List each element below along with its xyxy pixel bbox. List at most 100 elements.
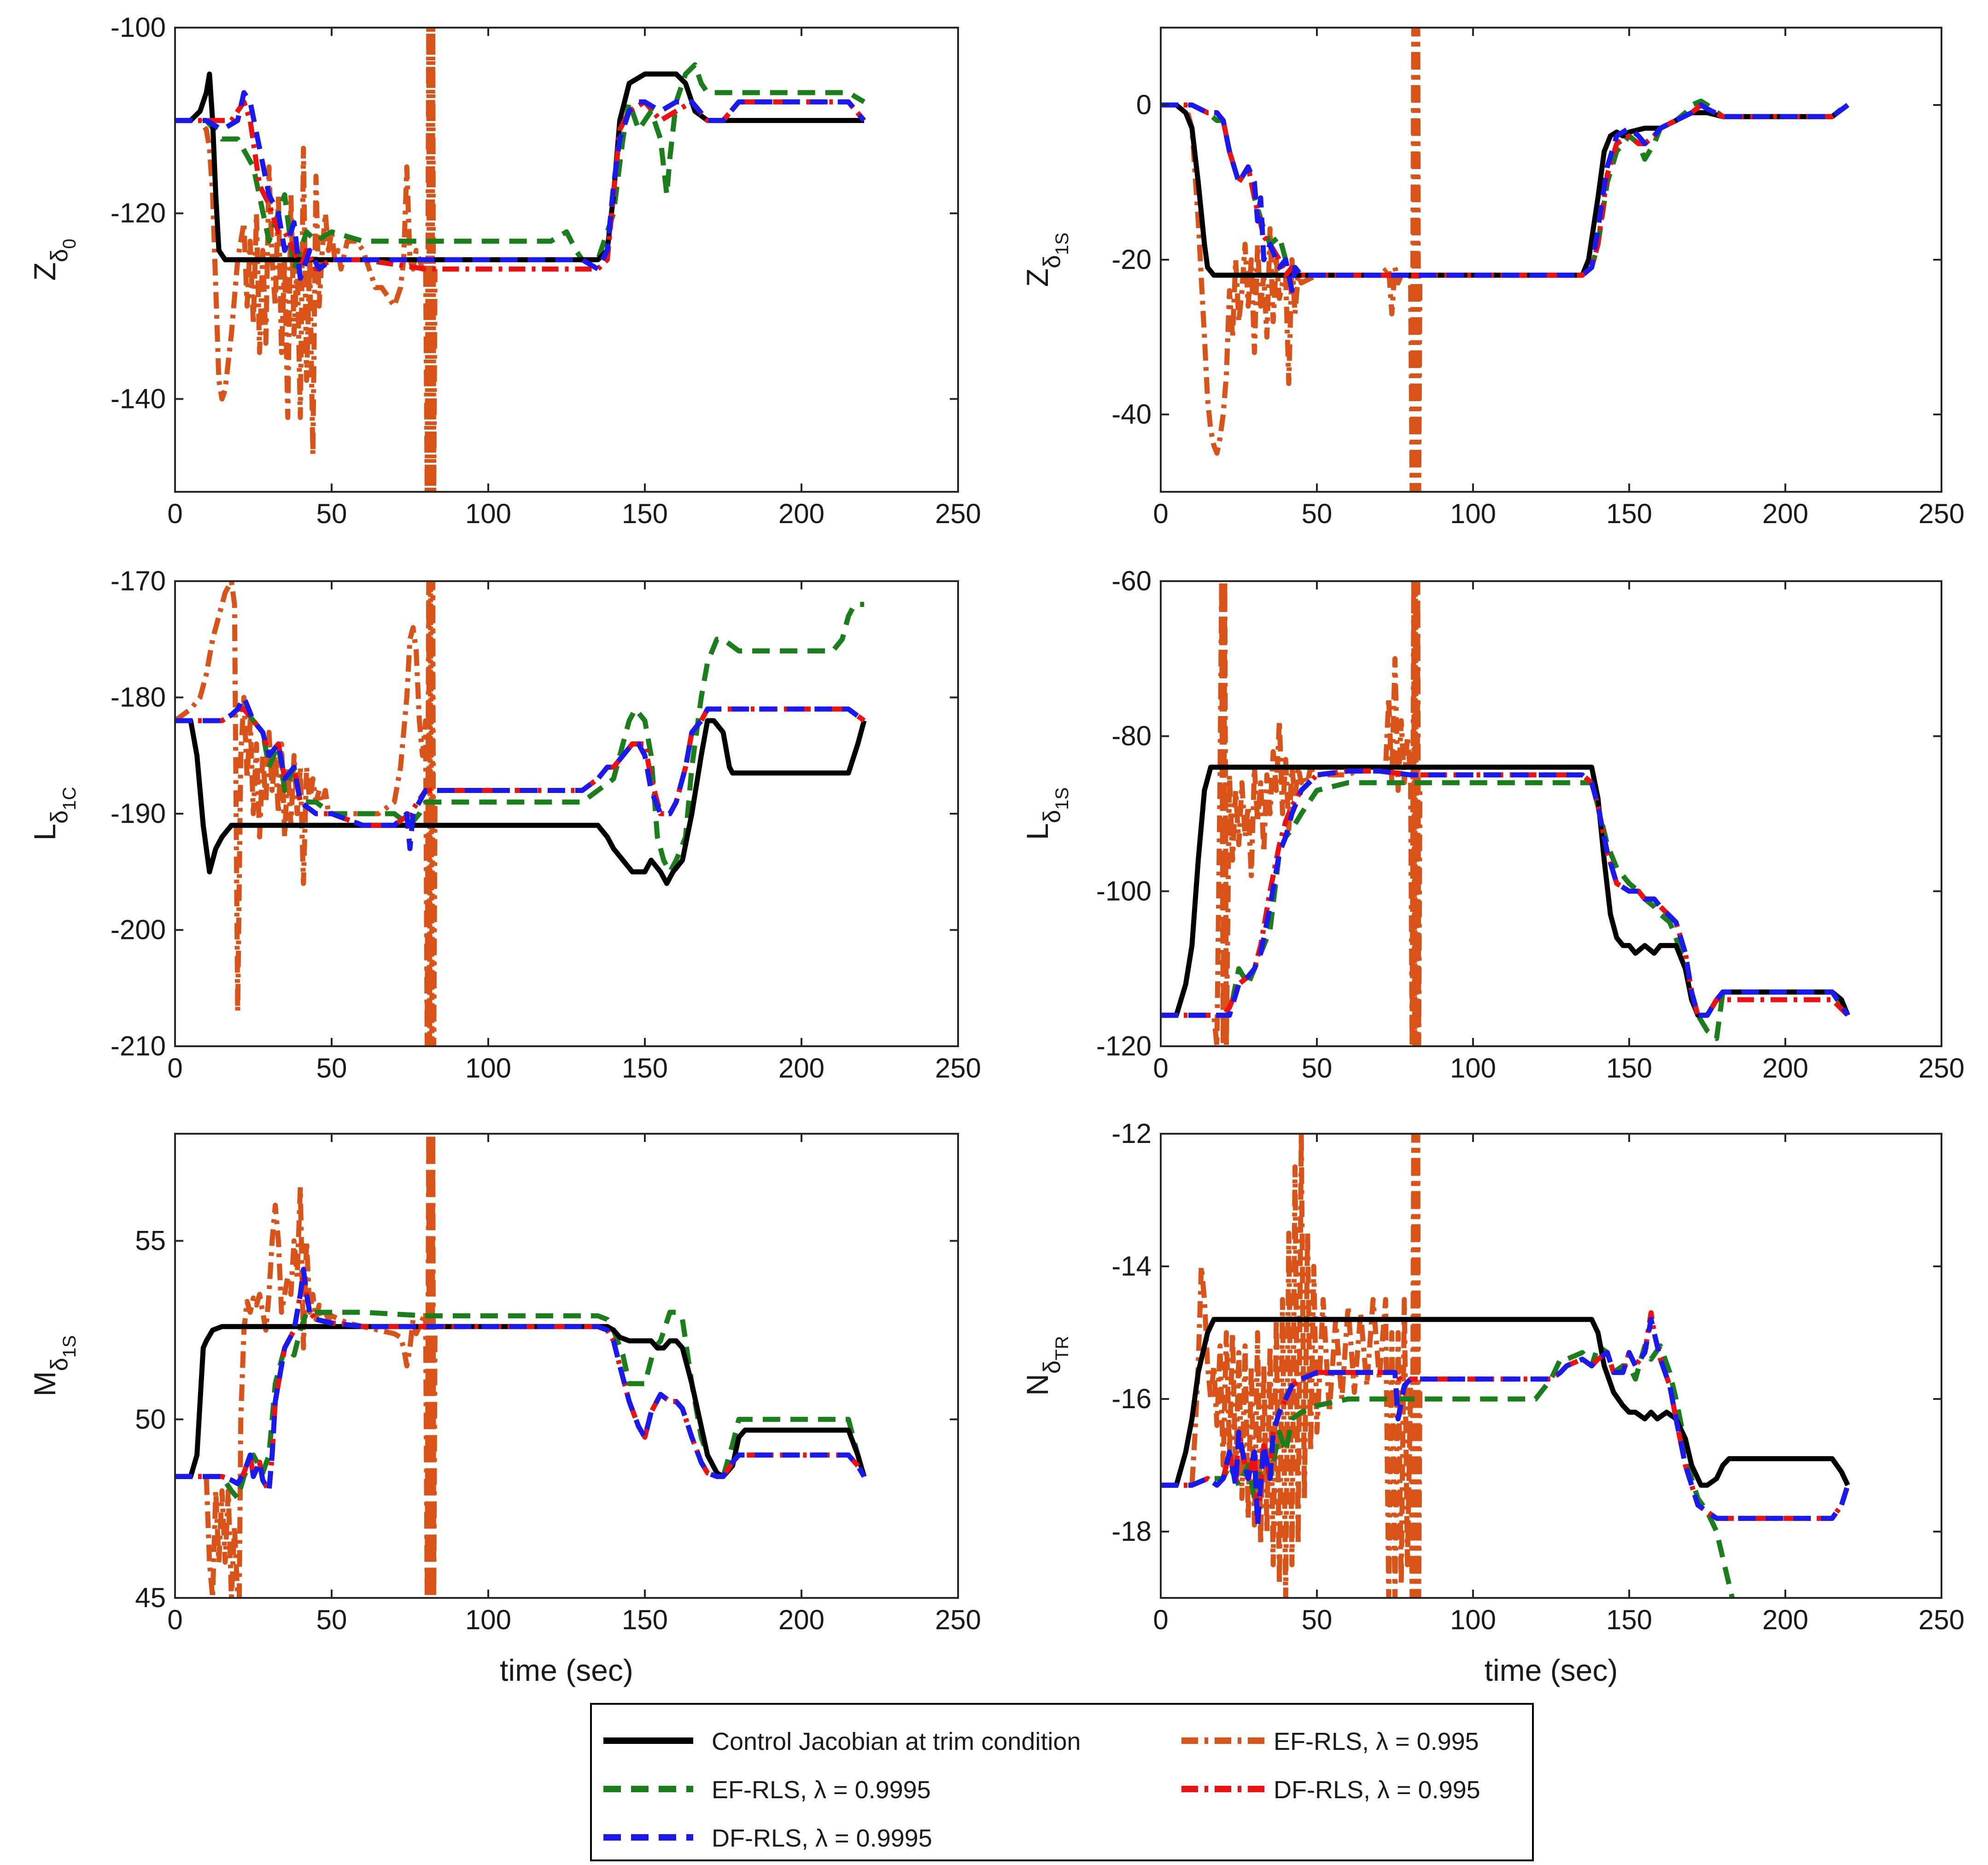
- y-tick-label: -190: [111, 798, 166, 829]
- plot-area: [1161, 581, 1941, 1046]
- legend-entry: EF-RLS, λ = 0.995: [1181, 1728, 1479, 1755]
- y-tick-label: -120: [111, 198, 166, 228]
- x-tick-label: 100: [465, 498, 511, 529]
- y-axis-label: Lδ1C: [28, 787, 80, 841]
- series-group: [175, 28, 866, 492]
- series-line: [1161, 1343, 1735, 1598]
- x-tick-label: 0: [167, 498, 182, 529]
- x-tick-label: 250: [1918, 1053, 1965, 1084]
- series-line: [1161, 1134, 1423, 1598]
- axes-frame: [174, 27, 959, 493]
- x-tick-label: 200: [778, 1053, 824, 1084]
- y-axis-label: NδTR: [1020, 1336, 1072, 1396]
- y-tick-label: -100: [111, 12, 166, 43]
- series-line: [1161, 102, 1849, 278]
- x-tick-label: 250: [1918, 498, 1965, 529]
- y-axis-label: Zδ1S: [1020, 233, 1072, 287]
- y-tick-label: -60: [1111, 565, 1152, 596]
- y-tick-label: 0: [1136, 89, 1152, 120]
- y-tick-label: 50: [135, 1404, 166, 1434]
- axes-frame: [174, 1133, 959, 1599]
- y-tick-label: -12: [1111, 1118, 1152, 1149]
- y-tick-label: -20: [1111, 244, 1152, 275]
- y-label-main: L: [1020, 823, 1054, 840]
- series-line: [175, 695, 866, 851]
- y-tick-label: -80: [1111, 721, 1152, 752]
- x-tick-label: 150: [622, 1053, 668, 1084]
- y-axis-label: Mδ1S: [28, 1335, 80, 1397]
- series-line: [1161, 1317, 1850, 1528]
- x-tick-label: 0: [167, 1053, 182, 1084]
- x-tick-label: 50: [316, 498, 347, 529]
- x-tick-label: 150: [1606, 1053, 1652, 1084]
- x-tick-label: 150: [1606, 498, 1652, 529]
- legend-label: EF-RLS, λ = 0.995: [1274, 1728, 1479, 1755]
- y-tick-label: 45: [135, 1582, 166, 1613]
- x-tick-label: 200: [1762, 498, 1808, 529]
- y-label-sub: δ: [46, 1358, 73, 1371]
- series-line: [1161, 1317, 1850, 1488]
- y-label-subsub: 1C: [59, 787, 80, 810]
- y-label-main: N: [1020, 1374, 1054, 1396]
- y-tick-label: -210: [111, 1031, 166, 1061]
- series-line: [175, 90, 866, 281]
- y-label-subsub: TR: [1052, 1336, 1072, 1360]
- x-axis-label: time (sec): [500, 1653, 633, 1687]
- x-axis-label: time (sec): [1485, 1653, 1618, 1687]
- x-tick-label: 200: [1762, 1053, 1808, 1084]
- subplot: 0 50 100 150 200 250 -120 -100 -80 -60 Lδ1S: [1020, 565, 1965, 1084]
- series-line: [175, 62, 865, 272]
- series-line: [175, 28, 438, 492]
- legend-label: DF-RLS, λ = 0.9995: [712, 1824, 932, 1852]
- y-axis-label: Lδ1S: [1020, 787, 1072, 840]
- series-line: [175, 99, 866, 272]
- series-line: [175, 602, 864, 874]
- y-tick-label: 55: [135, 1225, 166, 1256]
- x-tick-label: 150: [622, 498, 668, 529]
- x-tick-label: 200: [778, 1604, 824, 1635]
- series-line: [175, 1267, 866, 1493]
- axes-frame: [1160, 580, 1942, 1047]
- y-axis-label: Zδ0: [28, 239, 80, 281]
- subplot: 0 50 100 150 200 250 -40 -20 0 Zδ1S: [1020, 27, 1965, 529]
- y-label-subsub: 1S: [1052, 787, 1072, 810]
- x-tick-label: 50: [1302, 498, 1333, 529]
- subplot: 0 50 100 150 200 250 45 50 55 Mδ1S time (sec): [28, 1133, 981, 1687]
- y-label-sub: δ: [1039, 810, 1065, 823]
- x-tick-label: 200: [778, 498, 824, 529]
- x-tick-label: 0: [1153, 1604, 1168, 1635]
- y-tick-label: -100: [1096, 875, 1152, 906]
- series-line: [175, 718, 867, 886]
- series-group: [175, 1134, 867, 1598]
- series-line: [1161, 768, 1850, 1018]
- y-tick-label: -200: [111, 915, 166, 945]
- y-label-subsub: 0: [59, 239, 80, 249]
- x-tick-label: 200: [1762, 1604, 1808, 1635]
- y-label-sub: δ: [46, 249, 73, 262]
- plot-area: [175, 1134, 958, 1598]
- series-group: [1161, 1134, 1850, 1598]
- y-label-subsub: 1S: [59, 1335, 80, 1358]
- y-label-main: Z: [28, 262, 62, 280]
- legend-entry: DF-RLS, λ = 0.995: [1181, 1776, 1480, 1804]
- legend-label: DF-RLS, λ = 0.995: [1274, 1776, 1480, 1804]
- x-tick-label: 100: [1450, 498, 1496, 529]
- series-group: [1161, 28, 1849, 492]
- legend-entry: Control Jacobian at trim condition: [603, 1728, 1081, 1755]
- x-tick-label: 100: [1450, 1053, 1496, 1084]
- y-label-main: Z: [1020, 268, 1054, 287]
- series-line: [1161, 102, 1849, 293]
- x-tick-label: 250: [1918, 1604, 1965, 1635]
- x-tick-label: 100: [1450, 1604, 1496, 1635]
- series-group: [1161, 581, 1850, 1046]
- x-tick-label: 0: [1153, 1053, 1168, 1084]
- x-tick-label: 50: [1302, 1053, 1333, 1084]
- subplot: 0 50 100 150 200 250 -18 -16 -14 -12 NδTR time (sec…: [1020, 1118, 1965, 1687]
- x-tick-label: 100: [465, 1053, 511, 1084]
- x-tick-label: 100: [465, 1604, 511, 1635]
- y-tick-label: -14: [1111, 1251, 1152, 1282]
- x-tick-label: 50: [1302, 1604, 1333, 1635]
- y-tick-label: -140: [111, 383, 166, 414]
